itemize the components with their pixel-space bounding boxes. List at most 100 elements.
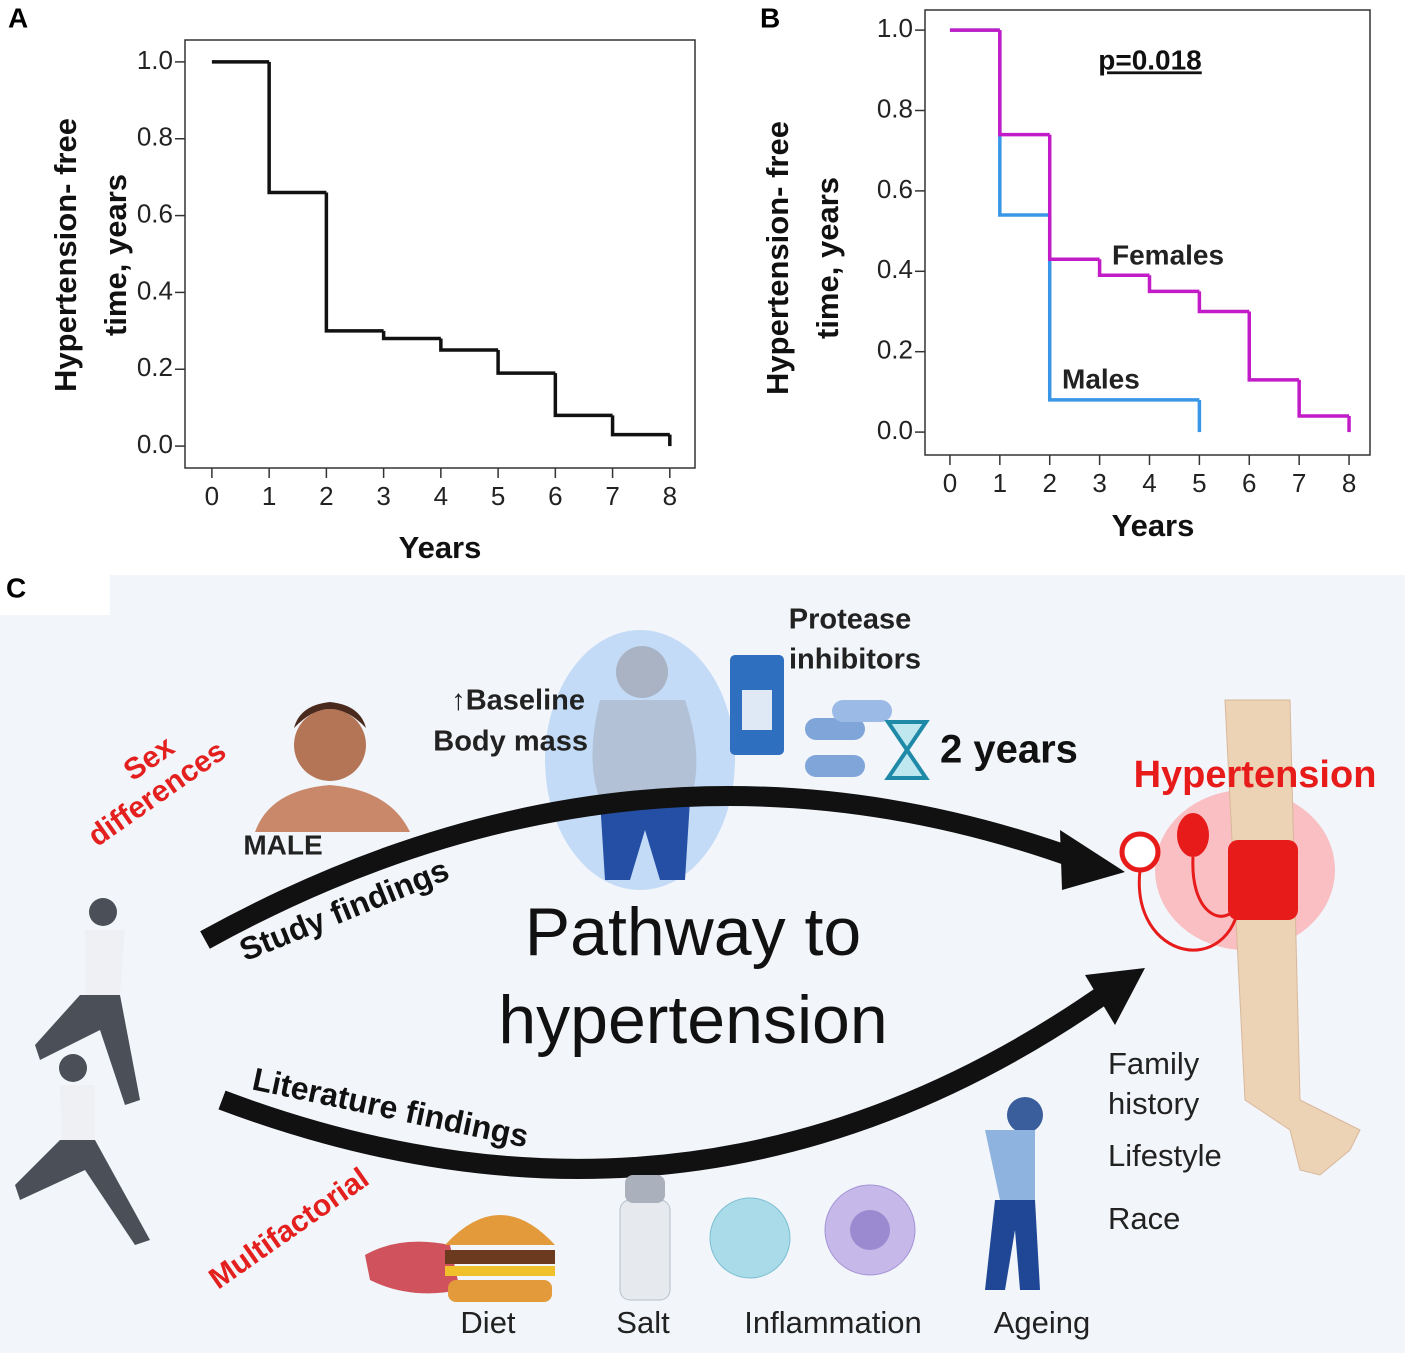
factor: Diet [460, 1305, 516, 1340]
label: Body mass [433, 726, 588, 758]
plot-frame [184, 39, 696, 469]
bun [445, 1215, 555, 1245]
y-tick-label: 0.4 [137, 275, 173, 305]
step-segment [324, 192, 384, 333]
hourglass [884, 720, 930, 780]
elder-torso [985, 1130, 1035, 1200]
x-tick-label: 0 [943, 468, 957, 498]
step-segment [439, 338, 499, 352]
x-tick-label: 5 [491, 481, 505, 511]
bulb [1177, 813, 1209, 857]
risk: Family [1108, 1046, 1200, 1081]
step-segment [998, 30, 1050, 217]
x-tick-label: 3 [1092, 468, 1106, 498]
y-tick-label: 0.4 [877, 254, 913, 284]
x-tick-label: 7 [1292, 468, 1306, 498]
step-segment [1297, 379, 1350, 418]
y-tick-label: 0.6 [877, 174, 913, 204]
elder-legs [985, 1200, 1040, 1290]
x-tick-label: 8 [1342, 468, 1356, 498]
y-tick-label: 0.6 [137, 198, 173, 228]
gauge [1119, 831, 1161, 873]
label: 2 years [940, 728, 1078, 772]
label: inhibitors [789, 644, 921, 676]
illustrations [15, 630, 1361, 1302]
series-label: Males [1062, 363, 1140, 394]
label: ↑Baseline [451, 685, 585, 717]
factor: Ageing [994, 1305, 1091, 1340]
series-label: Females [1112, 239, 1224, 270]
x-tick-label: 0 [205, 481, 219, 511]
salt-cap [625, 1175, 665, 1203]
arrow [200, 786, 1084, 949]
person-head [616, 646, 668, 698]
pill [805, 718, 865, 740]
x-tick-label: 8 [663, 481, 677, 511]
risk: Lifestyle [1108, 1138, 1222, 1173]
step-segment [1247, 311, 1300, 382]
label: Hypertension [1134, 754, 1377, 796]
x-tick-label: 7 [605, 481, 619, 511]
step-segment [496, 350, 556, 375]
shoulders [255, 785, 410, 832]
label: MALE [243, 829, 322, 860]
step-segment [610, 415, 670, 437]
x-axis-label: Years [1112, 508, 1195, 543]
bun [448, 1280, 552, 1302]
x-tick-label: 6 [548, 481, 562, 511]
label: Protease [789, 604, 912, 636]
step-segment [1047, 134, 1100, 261]
arrow [218, 981, 1116, 1179]
plot-frame [924, 9, 1371, 456]
step-segment [553, 373, 613, 418]
pill [832, 700, 892, 722]
main-title: Pathway to [525, 894, 861, 970]
y-tick-label: 1.0 [877, 13, 913, 43]
x-tick-label: 5 [1192, 468, 1206, 498]
x-tick-label: 3 [376, 481, 390, 511]
risk: Race [1108, 1201, 1180, 1236]
hair [294, 702, 366, 728]
panel-label: C [6, 572, 26, 603]
legs [600, 800, 690, 880]
tube [1137, 856, 1242, 952]
nucleus [850, 1210, 890, 1250]
torso [592, 700, 697, 800]
bottle-label [742, 690, 772, 730]
x-tick-label: 4 [1142, 468, 1156, 498]
pill [805, 755, 865, 777]
runners [15, 898, 150, 1245]
step-segment [1197, 291, 1250, 314]
panel-label: A [8, 2, 28, 33]
y-tick-label: 0.2 [877, 335, 913, 365]
x-tick-label: 1 [262, 481, 276, 511]
factor: Inflammation [744, 1305, 921, 1340]
male-head [294, 709, 366, 781]
step-segment [267, 61, 327, 195]
y-tick-label: 0.0 [877, 415, 913, 445]
panel-label: B [760, 2, 780, 33]
x-axis-label: Years [399, 530, 482, 565]
patty [445, 1250, 555, 1264]
cell [709, 1197, 791, 1279]
x-tick-label: 2 [1042, 468, 1056, 498]
x-tick-label: 2 [319, 481, 333, 511]
factor: Salt [616, 1305, 670, 1340]
step-segment [381, 330, 441, 341]
salt-shaker [619, 1199, 671, 1301]
y-tick-label: 0.8 [137, 122, 173, 152]
cuff [1228, 840, 1298, 920]
y-axis-label: time, years [98, 174, 133, 336]
y-tick-label: 0.2 [137, 352, 173, 382]
y-axis-label: Hypertension- free [48, 118, 83, 392]
steak [365, 1241, 460, 1294]
y-tick-label: 0.0 [137, 429, 173, 459]
step-segment [998, 30, 1050, 137]
y-axis-label: time, years [810, 177, 845, 339]
y-tick-label: 1.0 [137, 45, 173, 75]
risk: history [1108, 1086, 1200, 1121]
cheese [445, 1266, 555, 1276]
annotation: p=0.018 [1098, 44, 1202, 75]
elder-head [1007, 1097, 1043, 1133]
